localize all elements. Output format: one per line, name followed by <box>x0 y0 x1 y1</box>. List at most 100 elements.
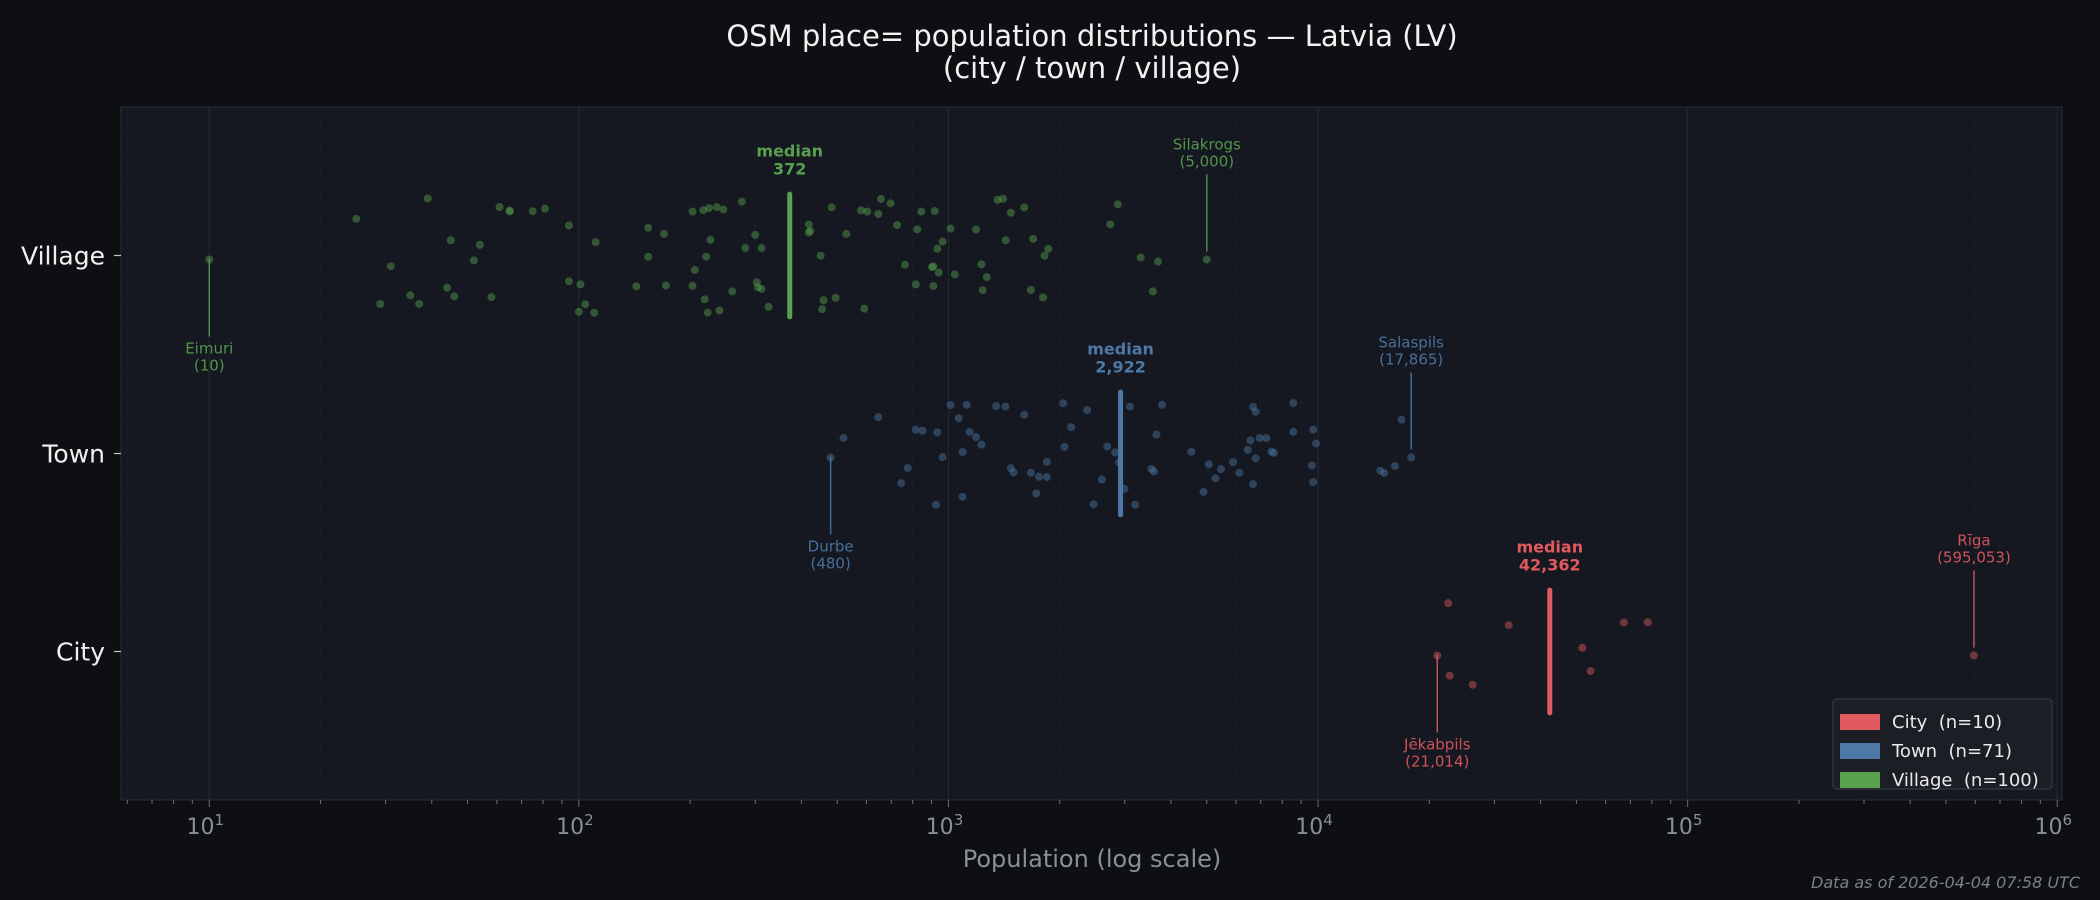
town-point <box>931 500 940 509</box>
town-point <box>992 402 1001 411</box>
town-point <box>1270 448 1279 457</box>
x-tick-exponent: 3 <box>954 811 964 829</box>
village-point <box>564 277 573 286</box>
village-point <box>913 225 922 234</box>
village-point <box>764 302 773 311</box>
x-tick-exponent: 2 <box>584 811 594 829</box>
town-point <box>1376 466 1385 475</box>
data-timestamp-footer: Data as of 2026-04-04 07:58 UTC <box>1811 873 2081 892</box>
town-point <box>946 400 955 409</box>
town-point <box>903 463 912 472</box>
village-point <box>927 263 936 272</box>
village-point <box>741 244 750 253</box>
y-tick-label: Village <box>21 242 105 271</box>
x-tick-label: 106 <box>2034 811 2072 840</box>
legend-swatch-town <box>1840 743 1880 759</box>
town-point <box>1199 487 1208 496</box>
town-point <box>1211 474 1220 483</box>
village-point <box>446 236 455 245</box>
legend-label-city: City (n=10) <box>1892 712 2002 733</box>
village-point <box>857 206 866 215</box>
x-axis-label: Population (log scale) <box>963 845 1222 873</box>
village-point <box>874 210 883 219</box>
town-point <box>1089 500 1098 509</box>
town-point <box>839 433 848 442</box>
points <box>205 194 1978 689</box>
max-annotation-value: (595,053) <box>1937 549 2011 567</box>
town-point <box>1216 465 1225 474</box>
town-point <box>1125 402 1134 411</box>
town-point <box>1307 461 1316 470</box>
village-point <box>972 225 981 234</box>
village-point <box>564 221 573 230</box>
chart-title-line-1: OSM place= population distributions — La… <box>726 19 1457 53</box>
village-point <box>728 287 737 296</box>
min-annotation-name: Durbe <box>808 538 854 556</box>
max-annotation-name: Salaspils <box>1378 334 1444 352</box>
city-point <box>1444 599 1453 608</box>
x-tick-label: 105 <box>1665 811 1703 840</box>
town-point <box>1251 454 1260 463</box>
village-point <box>1039 293 1048 302</box>
x-tick-label: 102 <box>556 811 594 840</box>
town-point <box>874 413 883 422</box>
village-point <box>688 207 697 216</box>
village-point <box>938 237 947 246</box>
median-label: median <box>1087 340 1154 359</box>
max-annotation-value: (5,000) <box>1179 153 1234 171</box>
min-annotation-value: (480) <box>810 555 850 573</box>
village-point <box>818 305 827 314</box>
city-point <box>1468 680 1477 689</box>
town-point <box>1243 445 1252 454</box>
city-point <box>1969 651 1978 660</box>
town-point <box>1131 500 1140 509</box>
village-point <box>576 280 585 289</box>
village-point <box>469 256 478 265</box>
y-tick-label: Town <box>41 440 105 469</box>
town-point <box>1289 427 1298 436</box>
village-point <box>831 293 840 302</box>
town-point <box>1149 467 1158 476</box>
legend: City (n=10) Town (n=71) Village (n=100) <box>1832 698 2053 791</box>
village-point <box>591 238 600 247</box>
village-point <box>816 251 825 260</box>
village-point <box>1040 251 1049 260</box>
town-point <box>1249 402 1258 411</box>
village-point <box>993 195 1002 204</box>
x-tick-label: 103 <box>926 811 964 840</box>
village-point <box>806 226 815 235</box>
village-point <box>757 244 766 253</box>
city-point <box>1433 651 1442 660</box>
village-point <box>1001 236 1010 245</box>
y-tick-label: City <box>56 638 105 667</box>
town-point <box>954 414 963 423</box>
x-tick-label: 101 <box>186 811 224 840</box>
village-point <box>1106 220 1115 229</box>
town-point <box>1255 433 1264 442</box>
town-point <box>897 479 906 488</box>
village-point <box>450 292 459 301</box>
town-point <box>1035 472 1044 481</box>
town-point <box>1390 461 1399 470</box>
village-point <box>929 281 938 290</box>
town-point <box>1309 425 1318 434</box>
village-point <box>376 299 385 308</box>
town-point <box>1059 399 1068 408</box>
max-annotation-value: (17,865) <box>1379 351 1443 369</box>
town-point <box>1103 442 1112 451</box>
village-point <box>877 194 886 203</box>
town-point <box>1152 430 1161 439</box>
village-point <box>660 229 669 238</box>
village-point <box>933 244 942 253</box>
village-point <box>929 262 938 271</box>
village-point <box>1136 253 1145 262</box>
town-point <box>1042 457 1051 466</box>
village-point <box>753 283 762 292</box>
median-value: 372 <box>773 160 806 179</box>
village-point <box>1148 287 1157 296</box>
x-tick-base: 10 <box>1665 815 1693 840</box>
max-annotation-name: Silakrogs <box>1173 136 1241 154</box>
village-point <box>950 270 959 279</box>
village-point <box>581 300 590 309</box>
village-point <box>860 304 869 313</box>
